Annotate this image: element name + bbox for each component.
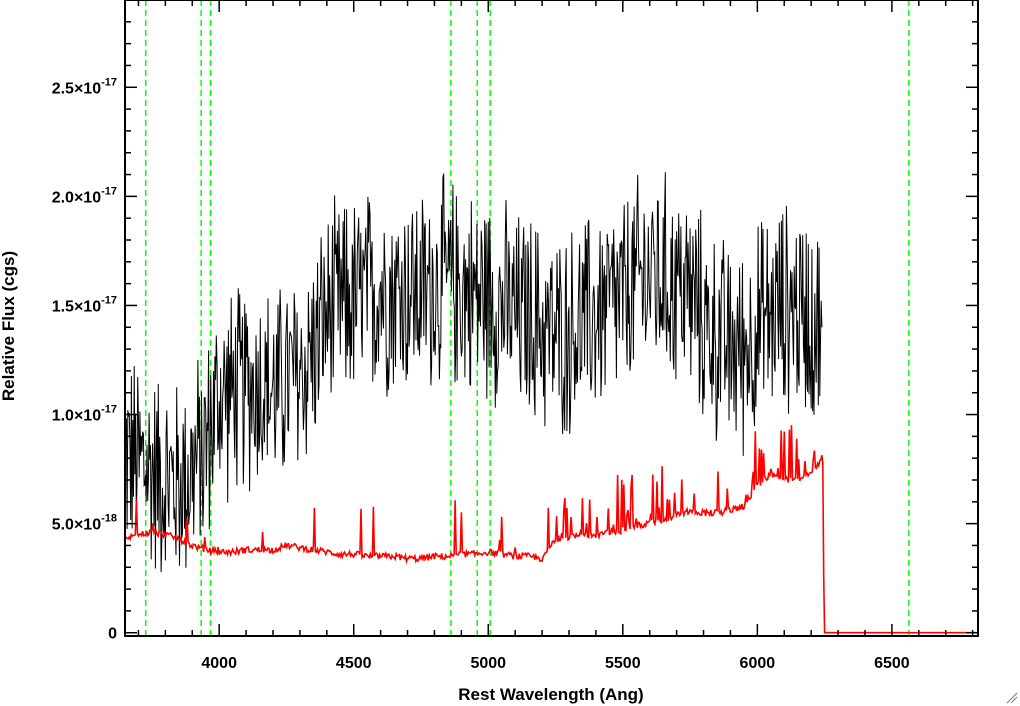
x-axis-title: Rest Wavelength (Ang) <box>458 685 643 704</box>
y-tick-label-2: 1.0×10-17 <box>52 404 117 425</box>
axis-ticks <box>125 0 978 636</box>
y-tick-label-1: 5.0×10-18 <box>52 513 117 534</box>
y-tick-label-3: 1.5×10-17 <box>52 294 117 315</box>
series-line-0 <box>124 172 823 573</box>
plot-frame <box>124 0 979 637</box>
x-tick-label-1: 4500 <box>336 655 372 672</box>
spectrum-series <box>124 172 978 634</box>
x-tick-label-3: 5500 <box>605 655 641 672</box>
resize-grip-icon[interactable] <box>1004 690 1018 704</box>
x-tick-label-0: 4000 <box>201 655 237 672</box>
x-tick-labels: 4000 4500 5000 5500 6000 6500 <box>201 655 909 672</box>
reference-lines <box>144 0 910 636</box>
x-tick-label-4: 6000 <box>740 655 776 672</box>
series-line-1 <box>124 425 978 634</box>
y-tick-label-5: 2.5×10-17 <box>52 76 117 97</box>
y-tick-label-4: 2.0×10-17 <box>52 185 117 206</box>
y-tick-label-0: 0 <box>108 626 117 643</box>
x-tick-label-5: 6500 <box>874 655 910 672</box>
y-axis-title: Relative Flux (cgs) <box>0 251 18 401</box>
y-tick-labels: 0 5.0×10-18 1.0×10-17 1.5×10-17 2.0×10-17 2.5… <box>52 76 117 642</box>
x-tick-label-2: 5000 <box>470 655 506 672</box>
